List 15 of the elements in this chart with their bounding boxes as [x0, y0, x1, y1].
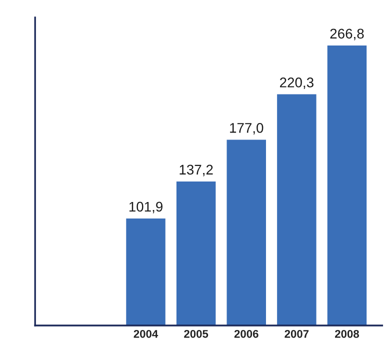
data-label: 137,2 [180, 164, 213, 176]
data-label: 266,8 [330, 28, 364, 40]
bar [327, 46, 367, 326]
data-label: 101,9 [129, 202, 162, 214]
bar [126, 218, 166, 326]
x-tick-label: 2006 [234, 330, 258, 338]
x-tick-label: 2004 [134, 330, 158, 338]
bar [277, 94, 316, 326]
data-label: 220,3 [280, 78, 314, 90]
bar [226, 140, 266, 326]
data-label: 177,0 [230, 122, 264, 134]
x-tick-label: 2007 [284, 330, 309, 338]
x-tick-label: 2005 [184, 330, 208, 338]
bar [176, 182, 216, 326]
x-tick-label: 2008 [335, 330, 360, 338]
